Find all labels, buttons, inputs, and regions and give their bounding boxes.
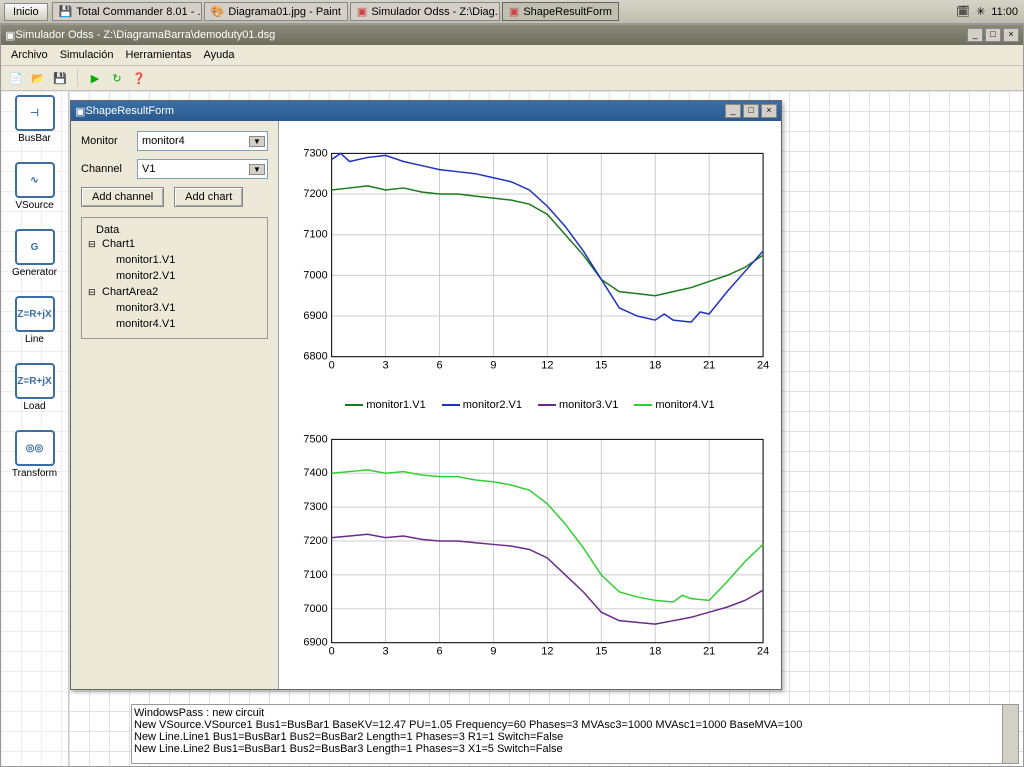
add-chart-button[interactable]: Add chart	[174, 187, 243, 207]
channel-label: Channel	[81, 163, 131, 175]
svg-text:18: 18	[649, 646, 661, 658]
tree-node[interactable]: Chart1	[88, 236, 261, 252]
tree-node[interactable]: ChartArea2	[88, 284, 261, 300]
tray-icon[interactable]: ✳	[976, 5, 985, 18]
tree-leaf[interactable]: monitor4.V1	[88, 316, 261, 332]
sidebar-item[interactable]: Z=R+jXLoad	[1, 363, 68, 412]
open-icon[interactable]: 📂	[29, 69, 47, 87]
svg-text:6: 6	[436, 646, 442, 658]
sidebar-item[interactable]: ⊣BusBar	[1, 95, 68, 144]
chart-legend: monitor1.V1 monitor2.V1 monitor3.V1 monitor…	[287, 395, 773, 415]
taskbar-button[interactable]: ▣ShapeResultForm	[502, 2, 619, 21]
menu-item[interactable]: Archivo	[11, 49, 48, 61]
channel-combo[interactable]: V1	[137, 159, 268, 179]
main-titlebar: ▣ Simulador Odss - Z:\DiagramaBarra\demo…	[1, 25, 1023, 45]
minimize-button[interactable]: _	[725, 104, 741, 118]
clock: 11:00	[991, 6, 1018, 18]
svg-text:7300: 7300	[303, 501, 327, 513]
svg-text:0: 0	[329, 646, 335, 658]
svg-text:6900: 6900	[303, 637, 327, 649]
svg-text:9: 9	[490, 360, 496, 372]
legend-item: monitor4.V1	[634, 399, 714, 411]
menu-item[interactable]: Simulación	[60, 49, 114, 61]
sidebar-item[interactable]: ∿VSource	[1, 162, 68, 211]
scrollbar[interactable]	[1002, 705, 1018, 763]
sidebar-item[interactable]: GGenerator	[1, 229, 68, 278]
shape-result-window: ▣ ShapeResultForm _ □ × Monitor monitor4…	[70, 100, 782, 690]
save-icon[interactable]: 💾	[51, 69, 69, 87]
legend-item: monitor1.V1	[345, 399, 425, 411]
chart-1: 6800 6900 7000 7100 7200 7300 0 3 6 9 12 15 18 21 24	[287, 129, 773, 391]
svg-text:7200: 7200	[303, 535, 327, 547]
toolbar: 📄 📂 💾 ▶ ↻ ❓	[1, 66, 1023, 91]
svg-text:12: 12	[541, 360, 553, 372]
sidebar-item[interactable]: Z=R+jXLine	[1, 296, 68, 345]
app-icon: ▣	[75, 105, 85, 118]
legend-item: monitor3.V1	[538, 399, 618, 411]
monitor-combo[interactable]: monitor4	[137, 131, 268, 151]
tree-leaf[interactable]: monitor2.V1	[88, 268, 261, 284]
svg-text:7000: 7000	[303, 269, 327, 281]
help-icon[interactable]: ❓	[130, 69, 148, 87]
svg-text:7400: 7400	[303, 467, 327, 479]
svg-text:7100: 7100	[303, 229, 327, 241]
data-legend: Data	[92, 224, 123, 236]
svg-text:15: 15	[595, 646, 607, 658]
svg-text:12: 12	[541, 646, 553, 658]
legend-item: monitor2.V1	[442, 399, 522, 411]
svg-text:6: 6	[436, 360, 442, 372]
refresh-icon[interactable]: ↻	[108, 69, 126, 87]
console-output: WindowsPass : new circuitNew VSource.VSo…	[131, 704, 1019, 764]
svg-text:18: 18	[649, 360, 661, 372]
svg-text:7000: 7000	[303, 603, 327, 615]
svg-text:7100: 7100	[303, 569, 327, 581]
menubar: Archivo Simulación Herramientas Ayuda	[1, 45, 1023, 66]
monitor-label: Monitor	[81, 135, 131, 147]
system-tray: 🗓 ✳ 11:00	[950, 5, 1024, 18]
menu-item[interactable]: Herramientas	[126, 49, 192, 61]
svg-text:24: 24	[757, 646, 769, 658]
new-icon[interactable]: 📄	[7, 69, 25, 87]
app-icon: ▣	[5, 29, 15, 42]
tree-leaf[interactable]: monitor3.V1	[88, 300, 261, 316]
tree-leaf[interactable]: monitor1.V1	[88, 252, 261, 268]
shape-titlebar[interactable]: ▣ ShapeResultForm _ □ ×	[71, 101, 781, 121]
close-button[interactable]: ×	[1003, 28, 1019, 42]
svg-text:9: 9	[490, 646, 496, 658]
svg-text:3: 3	[383, 646, 389, 658]
svg-text:0: 0	[329, 360, 335, 372]
component-sidebar: ⊣BusBar ∿VSource GGenerator Z=R+jXLine Z=R+j…	[1, 91, 69, 766]
maximize-button[interactable]: □	[743, 104, 759, 118]
svg-text:15: 15	[595, 360, 607, 372]
add-channel-button[interactable]: Add channel	[81, 187, 164, 207]
svg-text:7200: 7200	[303, 188, 327, 200]
control-panel: Monitor monitor4 Channel V1 Add channel …	[71, 121, 279, 689]
maximize-button[interactable]: □	[985, 28, 1001, 42]
data-tree[interactable]: Chart1monitor1.V1monitor2.V1ChartArea2mo…	[88, 236, 261, 332]
svg-text:7500: 7500	[303, 433, 327, 445]
start-button[interactable]: Inicio	[4, 3, 48, 21]
svg-text:6900: 6900	[303, 310, 327, 322]
menu-item[interactable]: Ayuda	[204, 49, 235, 61]
chart-2: 6900 7000 7100 7200 7300 7400 7500 0 3 6 9 12 15 18 21…	[287, 415, 773, 677]
taskbar-button[interactable]: 🎨Diagrama01.jpg - Paint	[204, 2, 348, 21]
main-title: Simulador Odss - Z:\DiagramaBarra\demodu…	[15, 29, 275, 41]
close-button[interactable]: ×	[761, 104, 777, 118]
taskbar-button[interactable]: 💾Total Commander 8.01 - ...	[52, 2, 202, 21]
svg-text:21: 21	[703, 360, 715, 372]
run-icon[interactable]: ▶	[86, 69, 104, 87]
tray-icon[interactable]: 🗓	[956, 5, 970, 18]
shape-title: ShapeResultForm	[85, 105, 174, 117]
taskbar: Inicio 💾Total Commander 8.01 - ...🎨Diagr…	[0, 0, 1024, 24]
minimize-button[interactable]: _	[967, 28, 983, 42]
svg-text:24: 24	[757, 360, 769, 372]
data-fieldset: Data Chart1monitor1.V1monitor2.V1ChartAr…	[81, 217, 268, 339]
svg-text:6800: 6800	[303, 351, 327, 363]
svg-text:21: 21	[703, 646, 715, 658]
svg-text:7300: 7300	[303, 147, 327, 159]
taskbar-button[interactable]: ▣Simulador Odss - Z:\Diag...	[350, 2, 500, 21]
svg-text:3: 3	[383, 360, 389, 372]
sidebar-item[interactable]: ◎◎Transform	[1, 430, 68, 479]
chart-area: 6800 6900 7000 7100 7200 7300 0 3 6 9 12 15 18 21 24 m…	[279, 121, 781, 689]
